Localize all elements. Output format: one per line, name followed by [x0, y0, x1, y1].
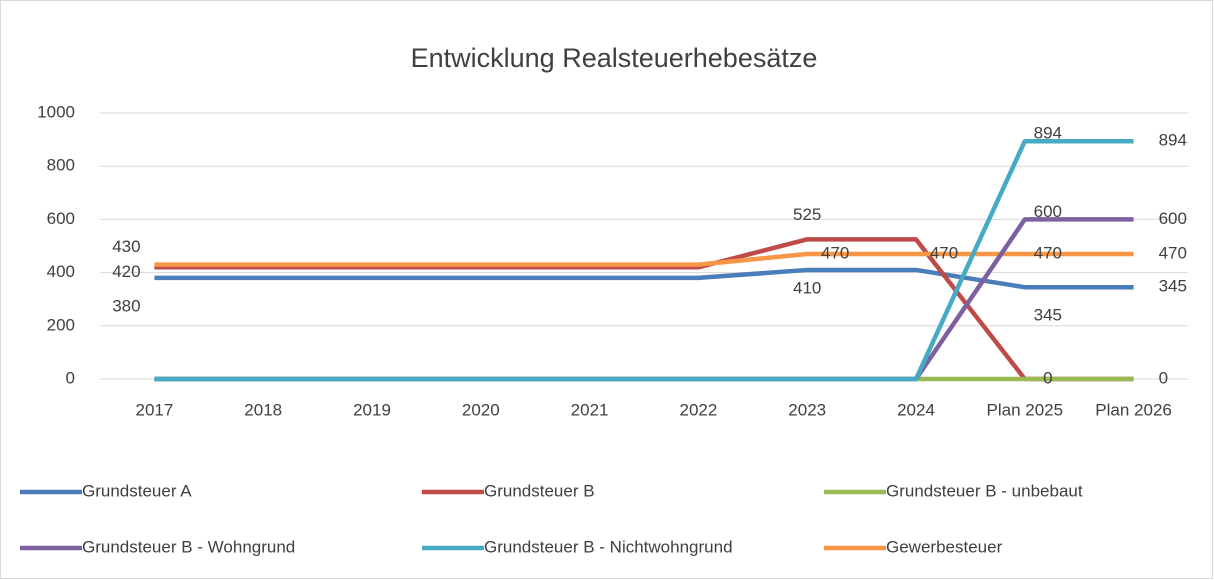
data-label: 470	[821, 243, 849, 262]
series-line	[154, 138, 1134, 382]
y-tick-label: 600	[47, 209, 75, 228]
data-label: 470	[1034, 243, 1062, 262]
data-label: 894	[1159, 131, 1187, 150]
x-tick-label: 2017	[135, 400, 173, 419]
x-tick-label: 2024	[897, 400, 935, 419]
x-tick-label: Plan 2025	[987, 400, 1064, 419]
chart-title: Entwicklung Realsteuerhebesätze	[411, 43, 818, 73]
series-line	[154, 251, 1134, 267]
x-tick-label: 2021	[571, 400, 609, 419]
x-tick-label: 2019	[353, 400, 391, 419]
y-tick-label: 800	[47, 156, 75, 175]
y-tick-label: 0	[66, 368, 75, 387]
legend-label: Grundsteuer B - unbebaut	[886, 481, 1083, 500]
legend-label: Grundsteuer B	[484, 481, 595, 500]
x-tick-label: 2022	[679, 400, 717, 419]
x-tick-label: 2018	[244, 400, 282, 419]
data-label: 600	[1159, 209, 1187, 228]
data-label: 600	[1034, 202, 1062, 221]
data-label: 380	[112, 296, 140, 315]
data-label: 410	[793, 278, 821, 297]
legend-label: Gewerbesteuer	[886, 537, 1003, 556]
y-tick-label: 1000	[37, 102, 75, 121]
data-label: 470	[930, 243, 958, 262]
data-label: 0	[1043, 368, 1052, 387]
y-tick-label: 400	[47, 262, 75, 281]
series-line	[154, 267, 1134, 290]
x-tick-label: 2023	[788, 400, 826, 419]
legend-label: Grundsteuer A	[82, 481, 192, 500]
data-label: 430	[112, 237, 140, 256]
data-label: 345	[1159, 277, 1187, 296]
x-tick-label: Plan 2026	[1095, 400, 1172, 419]
data-label: 470	[1159, 243, 1187, 262]
data-label: 525	[793, 205, 821, 224]
data-label: 345	[1034, 306, 1062, 325]
series-line	[154, 237, 1134, 382]
data-label: 420	[112, 262, 140, 281]
y-tick-label: 200	[47, 315, 75, 334]
data-label: 0	[1159, 368, 1168, 387]
data-label: 894	[1034, 124, 1062, 143]
legend-label: Grundsteuer B - Wohngrund	[82, 537, 295, 556]
legend-label: Grundsteuer B - Nichtwohngrund	[484, 537, 733, 556]
x-tick-label: 2020	[462, 400, 500, 419]
